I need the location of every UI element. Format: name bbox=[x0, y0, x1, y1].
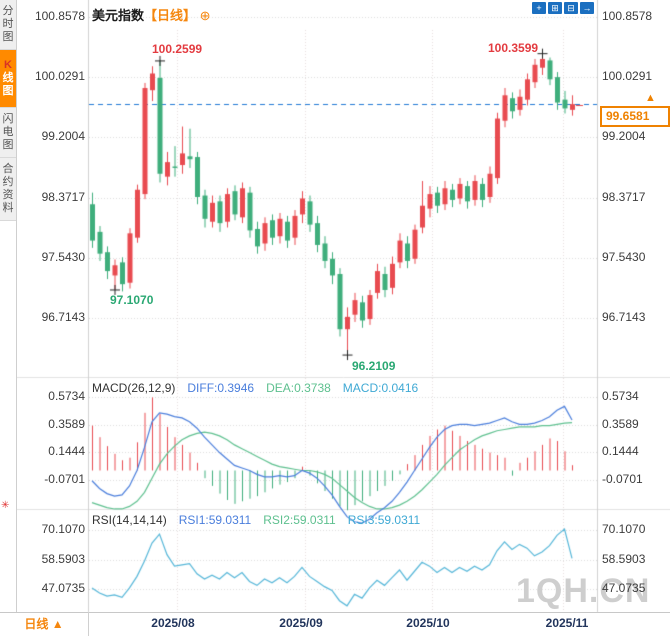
period-selector-tab[interactable]: 日线 ▲ bbox=[0, 612, 89, 636]
y-axis-label-left: 96.7143 bbox=[41, 310, 85, 324]
sidebar-tabs: 分时图 K线图 闪电图 合约资料 bbox=[0, 0, 16, 221]
y-axis-label-left: -0.0701 bbox=[44, 471, 85, 486]
macd-dea-value: DEA:0.3738 bbox=[266, 381, 331, 395]
watermark: 1QH.CN bbox=[516, 572, 651, 610]
y-axis-label-right: 70.1070 bbox=[602, 522, 646, 536]
high-annotation: 100.2599 bbox=[152, 42, 203, 56]
y-axis-label-left: 99.2004 bbox=[41, 129, 85, 144]
x-axis-label: 2025/09 bbox=[279, 616, 323, 630]
collapse-right-icon[interactable]: → bbox=[580, 2, 594, 14]
period-expand-icon: ▲ bbox=[51, 617, 64, 631]
zoom-vertical-icon[interactable]: ⊟ bbox=[564, 2, 578, 14]
y-axis-label-left: 100.0291 bbox=[34, 69, 85, 84]
low-annotation: 97.1070 bbox=[110, 293, 154, 307]
y-axis-label-right: 100.0291 bbox=[602, 69, 653, 84]
sidebar-item-kline-chart[interactable]: K线图 bbox=[0, 50, 16, 108]
sidebar: 分时图 K线图 闪电图 合约资料 ✳ bbox=[0, 0, 17, 637]
macd-label: MACD(26,12,9) bbox=[92, 381, 176, 395]
y-axis-label-left: 70.1070 bbox=[41, 522, 85, 536]
y-axis-label-right: 0.1444 bbox=[602, 444, 639, 458]
alert-flash-icon[interactable]: ✳ bbox=[1, 500, 10, 511]
y-axis-label-right: 96.7143 bbox=[602, 310, 646, 324]
price-up-arrow-icon: ▲ bbox=[645, 92, 656, 104]
x-axis-label: 2025/10 bbox=[406, 616, 450, 630]
y-axis-label-right: 99.2004 bbox=[602, 129, 646, 144]
zoom-horizontal-icon[interactable]: ⊞ bbox=[548, 2, 562, 14]
indicator-settings-icon[interactable]: ⊕ bbox=[199, 8, 211, 23]
pan-crosshair-icon[interactable]: + bbox=[532, 2, 546, 14]
high-annotation: 100.3599 bbox=[488, 41, 539, 55]
current-price-box: 99.6581 bbox=[600, 106, 670, 127]
chart-toolbar: + ⊞ ⊟ → bbox=[532, 2, 594, 14]
y-axis-label-left: 0.5734 bbox=[48, 389, 85, 403]
symbol-name: 美元指数 bbox=[92, 8, 145, 23]
x-axis-label: 2025/08 bbox=[151, 616, 195, 630]
sidebar-item-time-chart[interactable]: 分时图 bbox=[0, 0, 16, 50]
y-axis-label-left: 0.3589 bbox=[48, 416, 85, 431]
sidebar-item-flash-chart[interactable]: 闪电图 bbox=[0, 108, 16, 158]
sidebar-item-contract-info[interactable]: 合约资料 bbox=[0, 158, 16, 221]
y-axis-label-right: 97.5430 bbox=[602, 249, 646, 264]
y-axis-label-left: 58.5903 bbox=[41, 551, 85, 566]
y-axis-label-left: 98.3717 bbox=[41, 189, 85, 204]
x-axis-label: 2025/11 bbox=[545, 616, 589, 630]
y-axis-label-left: 97.5430 bbox=[41, 249, 85, 264]
macd-macd-value: MACD:0.0416 bbox=[342, 381, 419, 395]
macd-header: MACD(26,12,9) DIFF:0.3946 DEA:0.3738 MACD:0… bbox=[92, 381, 430, 395]
y-axis-label-right: 0.5734 bbox=[602, 389, 639, 403]
y-axis-label-right: 0.3589 bbox=[602, 416, 639, 431]
rsi2-value: RSI2:59.0311 bbox=[263, 513, 336, 527]
macd-diff-value: DIFF:0.3946 bbox=[187, 381, 255, 395]
period-tag: 【日线】 bbox=[144, 8, 197, 23]
y-axis-label-right: 98.3717 bbox=[602, 189, 646, 204]
chart-title: 美元指数【日线】 ⊕ bbox=[92, 5, 211, 24]
rsi-header: RSI(14,14,14) RSI1:59.0311 RSI2:59.0311 RSI… bbox=[92, 513, 432, 527]
y-axis-label-right: -0.0701 bbox=[602, 471, 643, 486]
y-axis-label-right: 58.5903 bbox=[602, 551, 646, 566]
y-axis-label-right: 100.8578 bbox=[602, 9, 653, 23]
period-label: 日线 bbox=[24, 617, 49, 631]
y-axis-label-left: 100.8578 bbox=[34, 9, 85, 23]
low-annotation: 96.2109 bbox=[352, 359, 396, 373]
y-axis-label-right: 47.0735 bbox=[602, 581, 646, 595]
rsi-label: RSI(14,14,14) bbox=[92, 513, 167, 527]
bottom-axis-bar bbox=[0, 612, 670, 637]
rsi1-value: RSI1:59.0311 bbox=[178, 513, 252, 527]
y-axis-label-left: 0.1444 bbox=[48, 444, 85, 458]
y-axis-label-left: 47.0735 bbox=[41, 581, 85, 595]
rsi3-value: RSI3:59.0311 bbox=[347, 513, 421, 527]
